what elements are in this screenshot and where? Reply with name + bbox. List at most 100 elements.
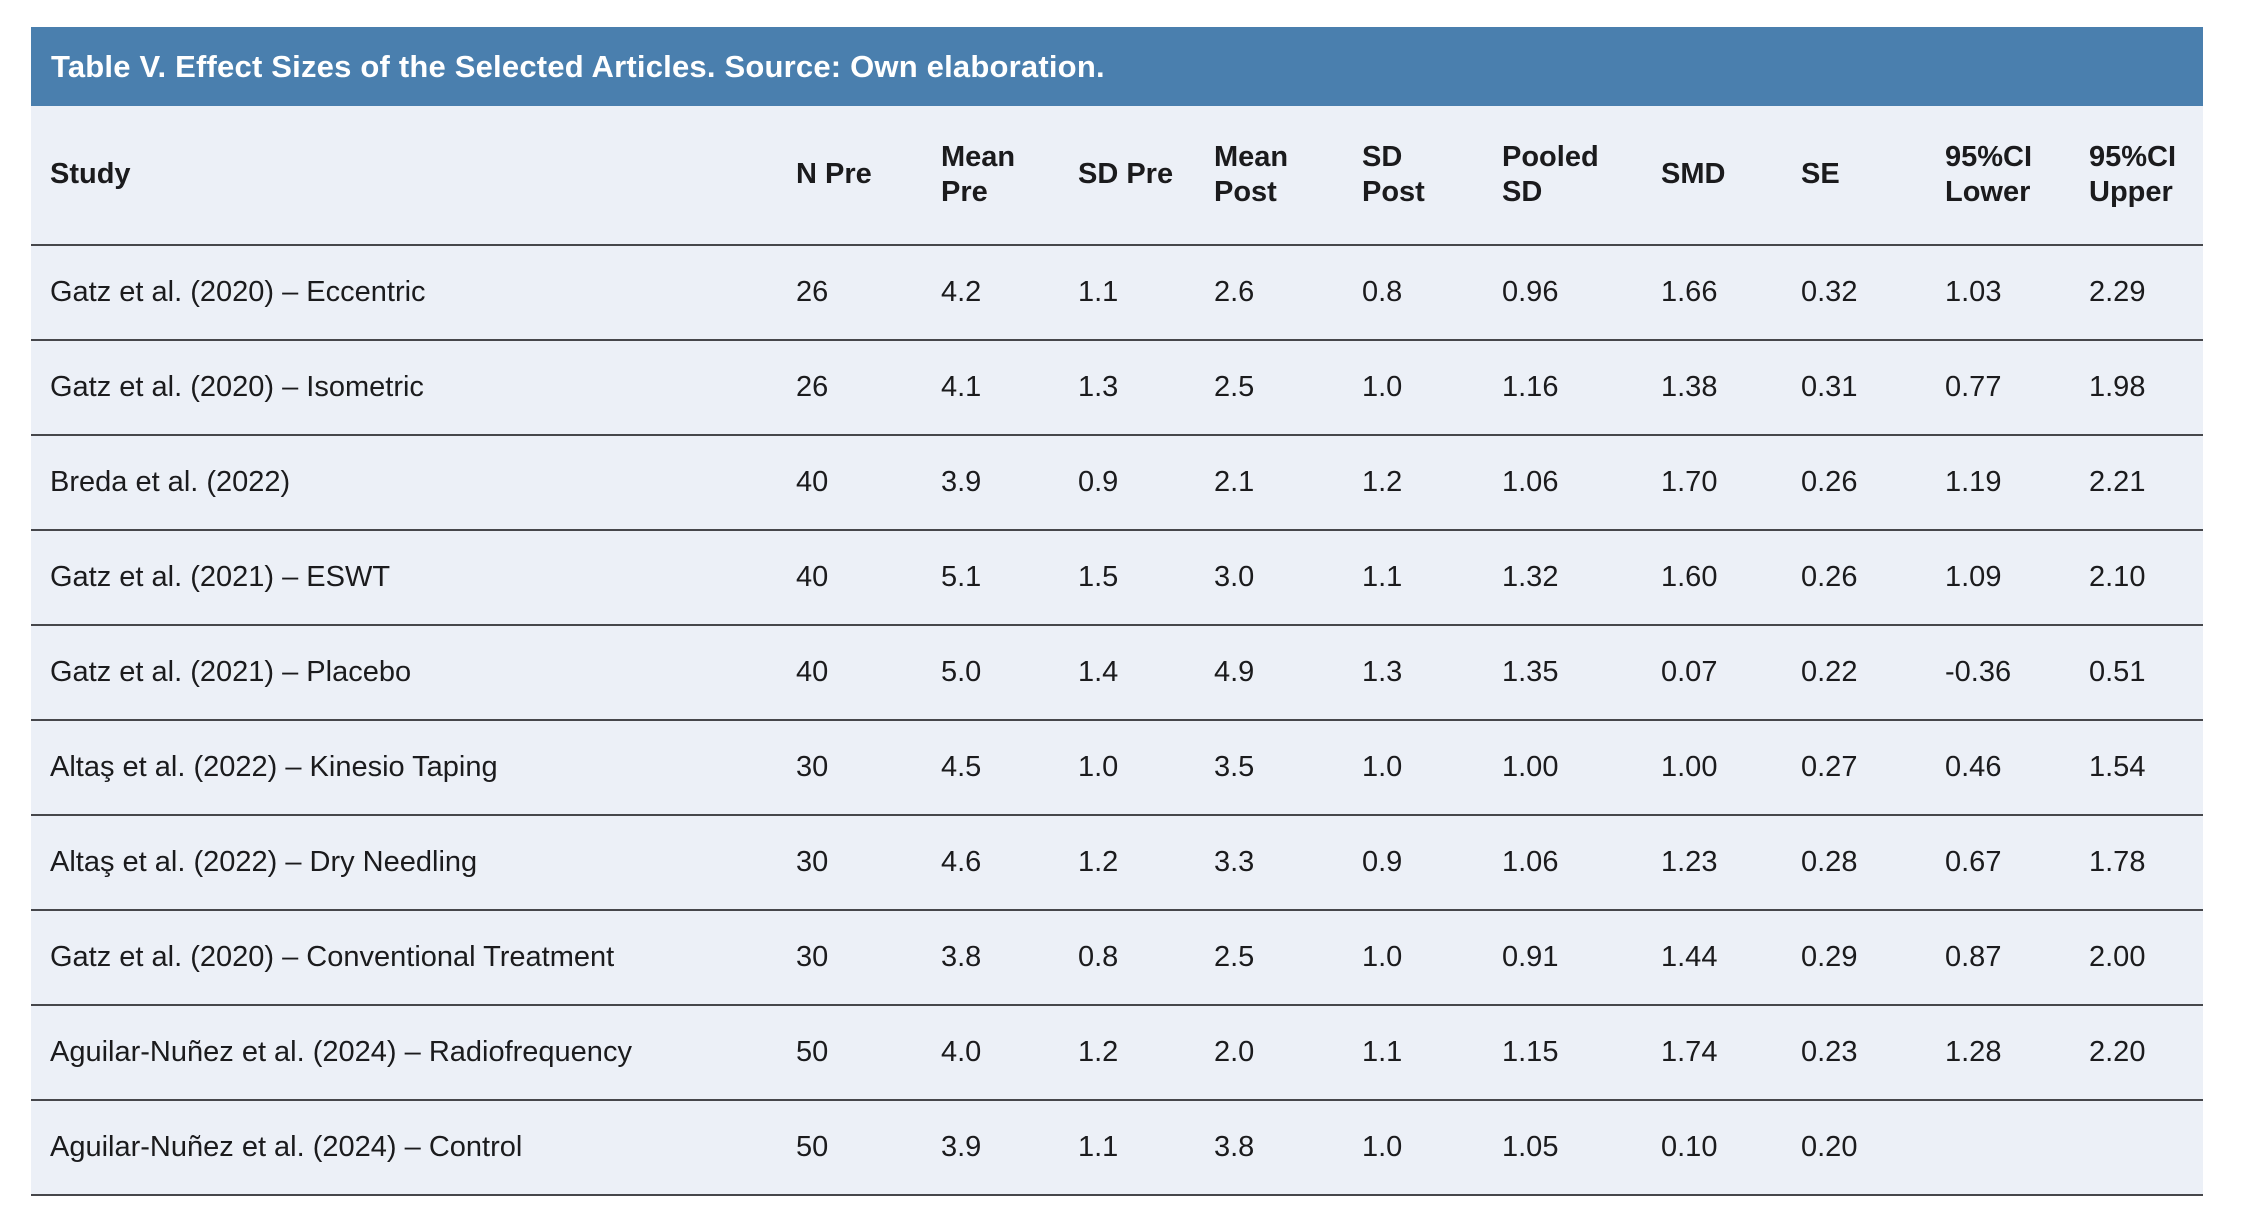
cell-pooled-sd: 0.96 bbox=[1502, 245, 1661, 341]
cell-sd-pre: 1.4 bbox=[1078, 625, 1214, 721]
table-title: Table V. Effect Sizes of the Selected Ar… bbox=[51, 48, 1105, 84]
cell-smd: 1.60 bbox=[1661, 530, 1801, 626]
cell-sd-pre: 0.9 bbox=[1078, 435, 1214, 531]
cell-mean-pre: 4.5 bbox=[941, 720, 1078, 816]
cell-mean-post: 3.5 bbox=[1214, 720, 1362, 816]
effect-sizes-table-container: Table V. Effect Sizes of the Selected Ar… bbox=[31, 27, 2203, 1196]
table-row: Aguilar-Nuñez et al. (2024) – Control 50… bbox=[31, 1100, 2203, 1196]
cell-study: Breda et al. (2022) bbox=[31, 435, 796, 531]
cell-sd-pre: 1.2 bbox=[1078, 1005, 1214, 1101]
cell-ci-upper: 0.51 bbox=[2089, 625, 2203, 721]
cell-sd-post: 1.3 bbox=[1362, 625, 1502, 721]
cell-mean-post: 2.5 bbox=[1214, 340, 1362, 436]
cell-sd-post: 1.0 bbox=[1362, 720, 1502, 816]
cell-ci-upper: 2.20 bbox=[2089, 1005, 2203, 1101]
cell-n-pre: 50 bbox=[796, 1100, 941, 1196]
cell-ci-upper: 2.21 bbox=[2089, 435, 2203, 531]
cell-se: 0.29 bbox=[1801, 910, 1945, 1006]
table-row: Gatz et al. (2020) – Conventional Treatm… bbox=[31, 910, 2203, 1006]
cell-n-pre: 40 bbox=[796, 530, 941, 626]
cell-smd: 1.23 bbox=[1661, 815, 1801, 911]
cell-smd: 1.38 bbox=[1661, 340, 1801, 436]
cell-mean-post: 3.0 bbox=[1214, 530, 1362, 626]
cell-smd: 1.66 bbox=[1661, 245, 1801, 341]
cell-pooled-sd: 1.15 bbox=[1502, 1005, 1661, 1101]
cell-mean-pre: 3.9 bbox=[941, 1100, 1078, 1196]
cell-smd: 0.07 bbox=[1661, 625, 1801, 721]
cell-ci-upper bbox=[2089, 1100, 2203, 1196]
cell-pooled-sd: 1.00 bbox=[1502, 720, 1661, 816]
cell-n-pre: 26 bbox=[796, 245, 941, 341]
cell-n-pre: 40 bbox=[796, 435, 941, 531]
cell-pooled-sd: 0.91 bbox=[1502, 910, 1661, 1006]
cell-sd-post: 0.8 bbox=[1362, 245, 1502, 341]
cell-se: 0.26 bbox=[1801, 435, 1945, 531]
cell-ci-lower bbox=[1945, 1100, 2089, 1196]
col-header-mean-pre: Mean Pre bbox=[941, 106, 1078, 246]
col-header-sd-post: SD Post bbox=[1362, 106, 1502, 246]
cell-sd-pre: 1.0 bbox=[1078, 720, 1214, 816]
cell-mean-post: 3.3 bbox=[1214, 815, 1362, 911]
cell-mean-post: 4.9 bbox=[1214, 625, 1362, 721]
cell-ci-upper: 1.54 bbox=[2089, 720, 2203, 816]
cell-mean-pre: 4.2 bbox=[941, 245, 1078, 341]
cell-se: 0.28 bbox=[1801, 815, 1945, 911]
cell-se: 0.22 bbox=[1801, 625, 1945, 721]
cell-pooled-sd: 1.06 bbox=[1502, 435, 1661, 531]
cell-mean-post: 2.6 bbox=[1214, 245, 1362, 341]
cell-study: Aguilar-Nuñez et al. (2024) – Radiofrequ… bbox=[31, 1005, 796, 1101]
col-header-ci-upper: 95%CI Upper bbox=[2089, 106, 2203, 246]
cell-study: Gatz et al. (2021) – Placebo bbox=[31, 625, 796, 721]
cell-sd-post: 1.1 bbox=[1362, 530, 1502, 626]
col-header-smd: SMD bbox=[1661, 106, 1801, 246]
cell-smd: 1.70 bbox=[1661, 435, 1801, 531]
cell-sd-pre: 1.1 bbox=[1078, 1100, 1214, 1196]
cell-mean-pre: 3.8 bbox=[941, 910, 1078, 1006]
cell-sd-post: 1.0 bbox=[1362, 910, 1502, 1006]
cell-se: 0.23 bbox=[1801, 1005, 1945, 1101]
cell-n-pre: 30 bbox=[796, 815, 941, 911]
cell-ci-lower: 0.87 bbox=[1945, 910, 2089, 1006]
cell-ci-upper: 2.00 bbox=[2089, 910, 2203, 1006]
col-header-study: Study bbox=[31, 106, 796, 246]
effect-sizes-table: Study N Pre Mean Pre SD Pre Mean Post SD… bbox=[31, 106, 2203, 1196]
col-header-pooled-sd: Pooled SD bbox=[1502, 106, 1661, 246]
cell-se: 0.26 bbox=[1801, 530, 1945, 626]
table-header-row: Study N Pre Mean Pre SD Pre Mean Post SD… bbox=[31, 106, 2203, 246]
cell-study: Gatz et al. (2020) – Eccentric bbox=[31, 245, 796, 341]
cell-ci-lower: 1.09 bbox=[1945, 530, 2089, 626]
cell-n-pre: 30 bbox=[796, 910, 941, 1006]
cell-study: Gatz et al. (2020) – Isometric bbox=[31, 340, 796, 436]
cell-sd-post: 0.9 bbox=[1362, 815, 1502, 911]
cell-pooled-sd: 1.06 bbox=[1502, 815, 1661, 911]
cell-sd-pre: 0.8 bbox=[1078, 910, 1214, 1006]
cell-ci-lower: 1.19 bbox=[1945, 435, 2089, 531]
table-row: Gatz et al. (2020) – Isometric 26 4.1 1.… bbox=[31, 340, 2203, 436]
col-header-se: SE bbox=[1801, 106, 1945, 246]
cell-n-pre: 50 bbox=[796, 1005, 941, 1101]
cell-ci-lower: -0.36 bbox=[1945, 625, 2089, 721]
cell-ci-upper: 1.98 bbox=[2089, 340, 2203, 436]
table-row: Gatz et al. (2020) – Eccentric 26 4.2 1.… bbox=[31, 245, 2203, 341]
col-header-n-pre: N Pre bbox=[796, 106, 941, 246]
col-header-ci-lower: 95%CI Lower bbox=[1945, 106, 2089, 246]
cell-pooled-sd: 1.16 bbox=[1502, 340, 1661, 436]
col-header-mean-post: Mean Post bbox=[1214, 106, 1362, 246]
cell-ci-upper: 2.10 bbox=[2089, 530, 2203, 626]
table-row: Aguilar-Nuñez et al. (2024) – Radiofrequ… bbox=[31, 1005, 2203, 1101]
cell-study: Gatz et al. (2021) – ESWT bbox=[31, 530, 796, 626]
cell-n-pre: 40 bbox=[796, 625, 941, 721]
cell-smd: 1.00 bbox=[1661, 720, 1801, 816]
cell-sd-post: 1.2 bbox=[1362, 435, 1502, 531]
cell-mean-pre: 4.0 bbox=[941, 1005, 1078, 1101]
cell-ci-lower: 0.67 bbox=[1945, 815, 2089, 911]
cell-mean-pre: 5.1 bbox=[941, 530, 1078, 626]
cell-smd: 1.74 bbox=[1661, 1005, 1801, 1101]
table-row: Breda et al. (2022) 40 3.9 0.9 2.1 1.2 1… bbox=[31, 435, 2203, 531]
cell-sd-post: 1.0 bbox=[1362, 340, 1502, 436]
cell-smd: 0.10 bbox=[1661, 1100, 1801, 1196]
cell-study: Gatz et al. (2020) – Conventional Treatm… bbox=[31, 910, 796, 1006]
cell-se: 0.32 bbox=[1801, 245, 1945, 341]
table-row: Gatz et al. (2021) – ESWT 40 5.1 1.5 3.0… bbox=[31, 530, 2203, 626]
cell-pooled-sd: 1.35 bbox=[1502, 625, 1661, 721]
